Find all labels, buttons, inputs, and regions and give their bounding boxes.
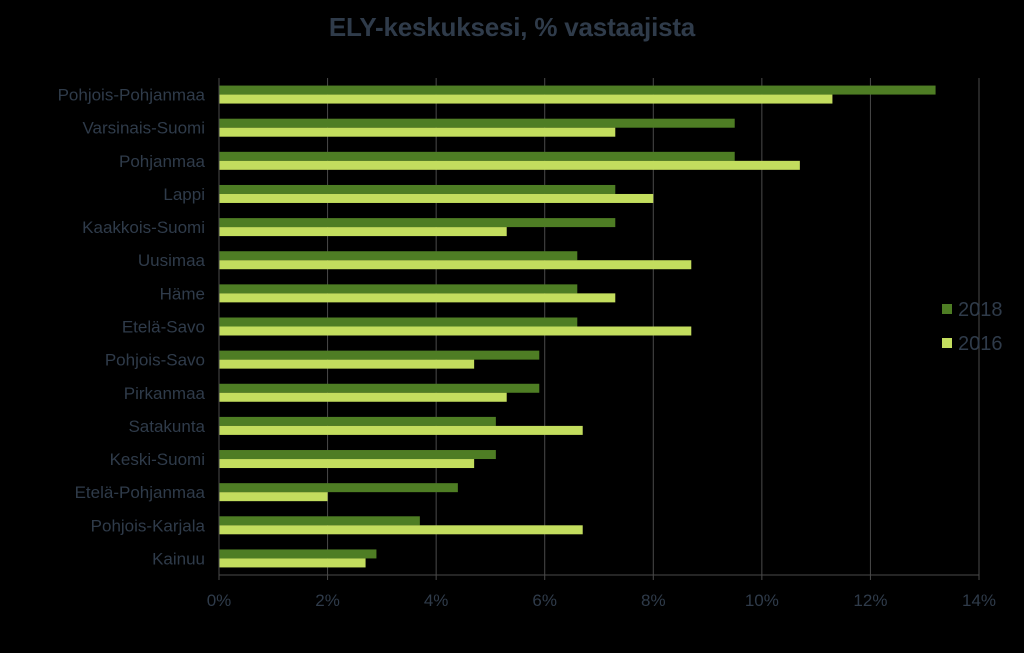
- bar-2018: [219, 218, 616, 228]
- x-tick-label: 6%: [532, 591, 557, 610]
- bar-2018: [219, 118, 735, 128]
- x-tick-label: 4%: [424, 591, 449, 610]
- category-labels: Pohjois-Pohjanmaa Varsinais-Suomi Pohjanma…: [58, 86, 206, 569]
- bar-2018: [219, 450, 496, 460]
- category-label: Kainuu: [152, 549, 205, 568]
- bar-2018: [219, 350, 540, 360]
- chart-title: ELY-keskuksesi, % vastaajista: [328, 12, 696, 42]
- bar-2018: [219, 549, 377, 559]
- category-label: Kaakkois-Suomi: [82, 218, 205, 237]
- x-tick-label: 8%: [641, 591, 666, 610]
- legend-label: 2016: [958, 333, 1003, 355]
- category-label: Pohjanmaa: [119, 152, 206, 171]
- category-label: Satakunta: [128, 417, 205, 436]
- bar-2016: [219, 127, 616, 137]
- bar-2016: [219, 425, 583, 435]
- bar-2016: [219, 260, 692, 270]
- bar-2018: [219, 251, 578, 261]
- category-label: Lappi: [163, 185, 205, 204]
- x-tick-label: 0%: [207, 591, 232, 610]
- bar-2016: [219, 193, 654, 203]
- legend-swatch: [942, 338, 952, 348]
- bar-2018: [219, 483, 458, 493]
- category-label: Pirkanmaa: [124, 384, 206, 403]
- bar-2016: [219, 326, 692, 336]
- tick-labels: 0% 2% 4% 6% 8% 10% 12% 14%: [207, 591, 996, 610]
- bar-2016: [219, 227, 507, 237]
- bar-2016: [219, 492, 328, 502]
- bar-2016: [219, 94, 833, 104]
- bar-2016: [219, 359, 475, 369]
- bar-2018: [219, 151, 735, 161]
- bar-2018: [219, 317, 578, 327]
- category-label: Pohjois-Savo: [105, 351, 205, 370]
- legend: 2018 2016: [942, 299, 1003, 355]
- x-tick-label: 10%: [745, 591, 779, 610]
- bar-2018: [219, 184, 616, 194]
- x-tick-label: 14%: [962, 591, 996, 610]
- category-label: Etelä-Savo: [122, 318, 205, 337]
- bar-2018: [219, 416, 496, 426]
- legend-swatch: [942, 304, 952, 314]
- bars: [219, 85, 936, 568]
- x-tick-label: 12%: [853, 591, 887, 610]
- category-label: Uusimaa: [138, 251, 206, 270]
- category-label: Etelä-Pohjanmaa: [75, 483, 206, 502]
- legend-label: 2018: [958, 299, 1003, 321]
- bar-2016: [219, 160, 800, 170]
- category-label: Keski-Suomi: [110, 450, 205, 469]
- category-label: Pohjois-Pohjanmaa: [58, 86, 206, 105]
- bar-2018: [219, 516, 420, 526]
- category-label: Häme: [160, 284, 205, 303]
- category-label: Varsinais-Suomi: [82, 119, 205, 138]
- bar-2018: [219, 383, 540, 393]
- axes: [218, 78, 980, 580]
- bar-2016: [219, 459, 475, 469]
- bar-2016: [219, 293, 616, 303]
- bar-2018: [219, 85, 936, 95]
- bar-2016: [219, 525, 583, 535]
- category-label: Pohjois-Karjala: [91, 516, 206, 535]
- bar-2016: [219, 392, 507, 402]
- x-tick-label: 2%: [315, 591, 340, 610]
- bar-2016: [219, 558, 366, 568]
- bar-2018: [219, 284, 578, 294]
